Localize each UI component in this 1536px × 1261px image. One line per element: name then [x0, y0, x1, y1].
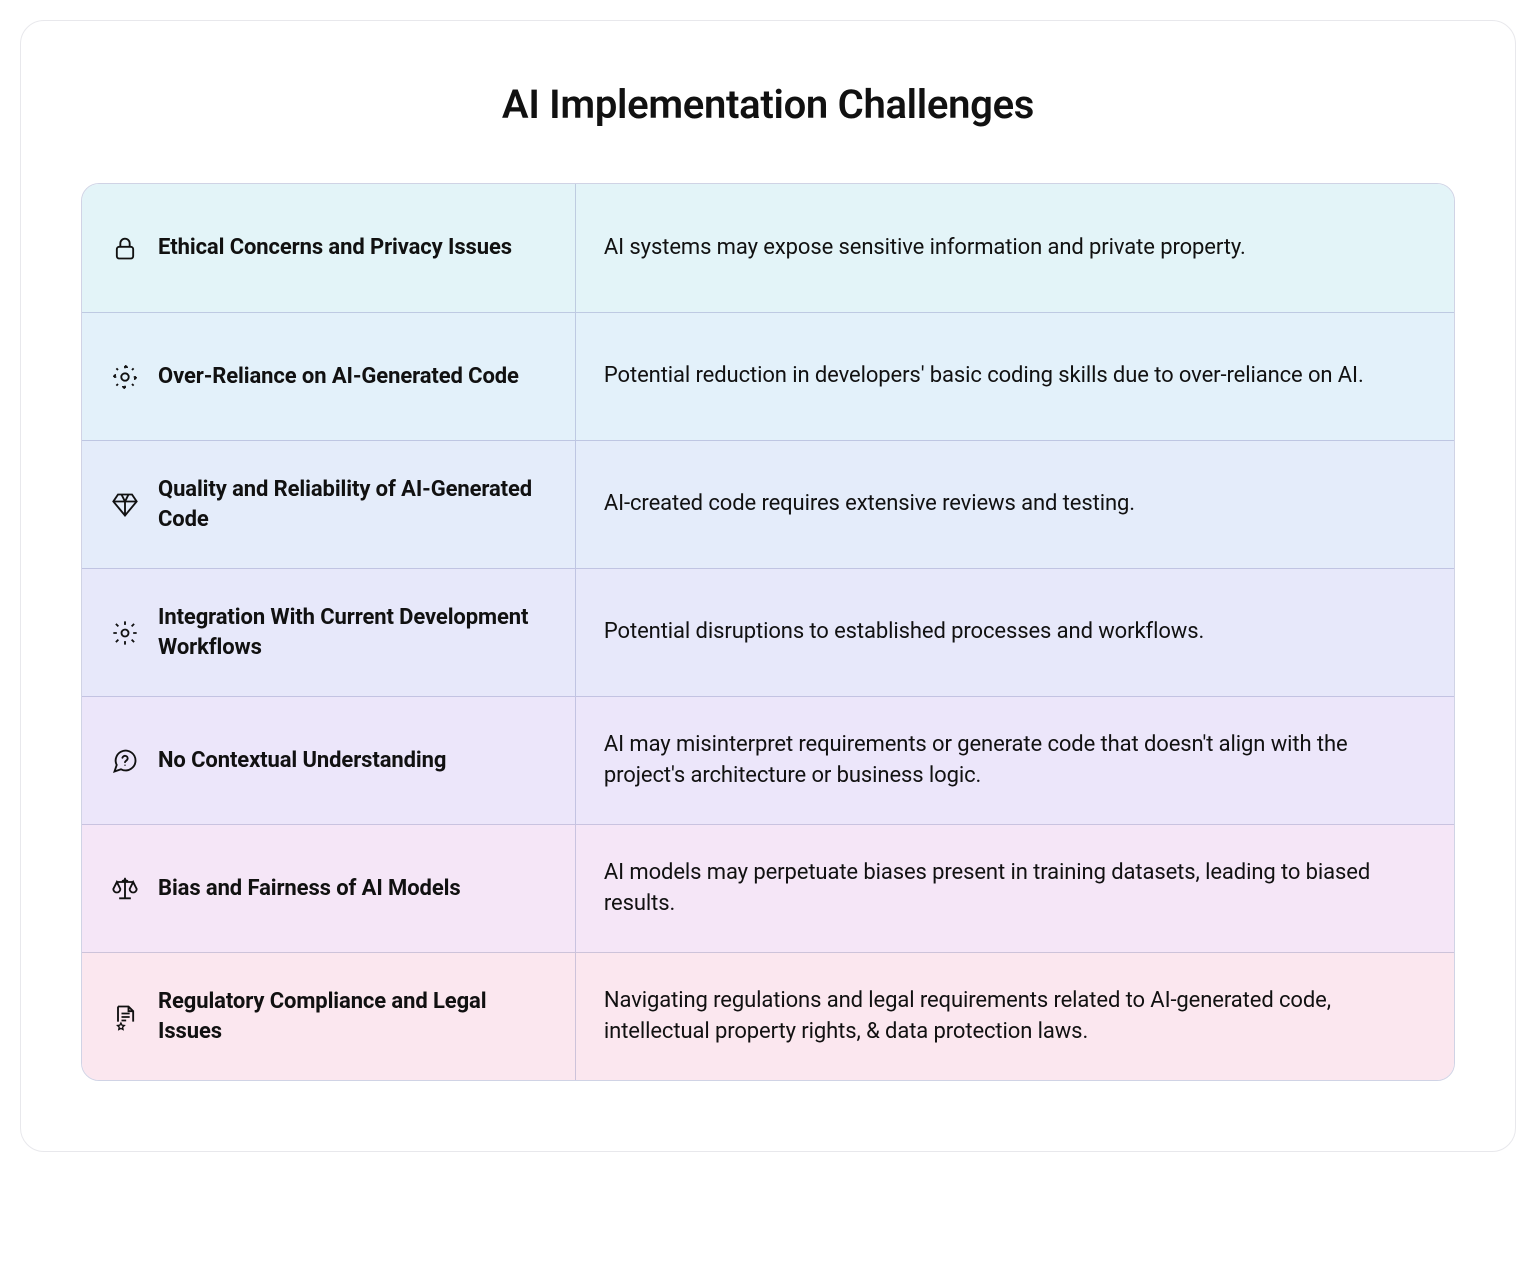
- infographic-card: AI Implementation Challenges Ethical Con…: [20, 20, 1516, 1152]
- row-title: Over-Reliance on AI-Generated Code: [158, 362, 519, 392]
- table-row: Quality and Reliability of AI-Generated …: [82, 440, 1454, 568]
- table-row: Integration With Current Development Wor…: [82, 568, 1454, 696]
- table-row: No Contextual Understanding AI may misint…: [82, 696, 1454, 824]
- row-description-cell: Potential disruptions to established pro…: [576, 569, 1454, 696]
- row-description: AI-created code requires extensive revie…: [604, 489, 1135, 520]
- row-title: Regulatory Compliance and Legal Issues: [158, 987, 551, 1046]
- row-heading-cell: Bias and Fairness of AI Models: [82, 825, 576, 952]
- gear-icon: [110, 618, 140, 648]
- page-title: AI Implementation Challenges: [81, 81, 1455, 128]
- row-title: Bias and Fairness of AI Models: [158, 874, 461, 904]
- challenges-table: Ethical Concerns and Privacy Issues AI sy…: [81, 183, 1455, 1081]
- row-title: No Contextual Understanding: [158, 746, 446, 776]
- row-description-cell: AI models may perpetuate biases present …: [576, 825, 1454, 952]
- row-description-cell: AI-created code requires extensive revie…: [576, 441, 1454, 568]
- table-row: Bias and Fairness of AI Models AI models …: [82, 824, 1454, 952]
- brain-gear-icon: [110, 362, 140, 392]
- row-description-cell: AI may misinterpret requirements or gene…: [576, 697, 1454, 824]
- row-heading-cell: Quality and Reliability of AI-Generated …: [82, 441, 576, 568]
- question-bubble-icon: [110, 746, 140, 776]
- table-row: Ethical Concerns and Privacy Issues AI sy…: [82, 184, 1454, 312]
- row-heading-cell: Regulatory Compliance and Legal Issues: [82, 953, 576, 1080]
- row-heading-cell: No Contextual Understanding: [82, 697, 576, 824]
- row-description: AI models may perpetuate biases present …: [604, 858, 1424, 920]
- row-description: Navigating regulations and legal require…: [604, 986, 1424, 1048]
- row-description-cell: Potential reduction in developers' basic…: [576, 313, 1454, 440]
- row-heading-cell: Integration With Current Development Wor…: [82, 569, 576, 696]
- row-description-cell: Navigating regulations and legal require…: [576, 953, 1454, 1080]
- row-title: Quality and Reliability of AI-Generated …: [158, 475, 551, 534]
- table-row: Over-Reliance on AI-Generated Code Potent…: [82, 312, 1454, 440]
- row-heading-cell: Ethical Concerns and Privacy Issues: [82, 184, 576, 312]
- row-heading-cell: Over-Reliance on AI-Generated Code: [82, 313, 576, 440]
- table-row: Regulatory Compliance and Legal Issues Na…: [82, 952, 1454, 1080]
- row-description-cell: AI systems may expose sensitive informat…: [576, 184, 1454, 312]
- row-description: Potential reduction in developers' basic…: [604, 361, 1364, 392]
- document-star-icon: [110, 1002, 140, 1032]
- row-title: Ethical Concerns and Privacy Issues: [158, 233, 512, 263]
- row-description: Potential disruptions to established pro…: [604, 617, 1204, 648]
- row-title: Integration With Current Development Wor…: [158, 603, 551, 662]
- diamond-icon: [110, 490, 140, 520]
- scales-icon: [110, 874, 140, 904]
- row-description: AI systems may expose sensitive informat…: [604, 233, 1246, 264]
- row-description: AI may misinterpret requirements or gene…: [604, 730, 1424, 792]
- lock-icon: [110, 233, 140, 263]
